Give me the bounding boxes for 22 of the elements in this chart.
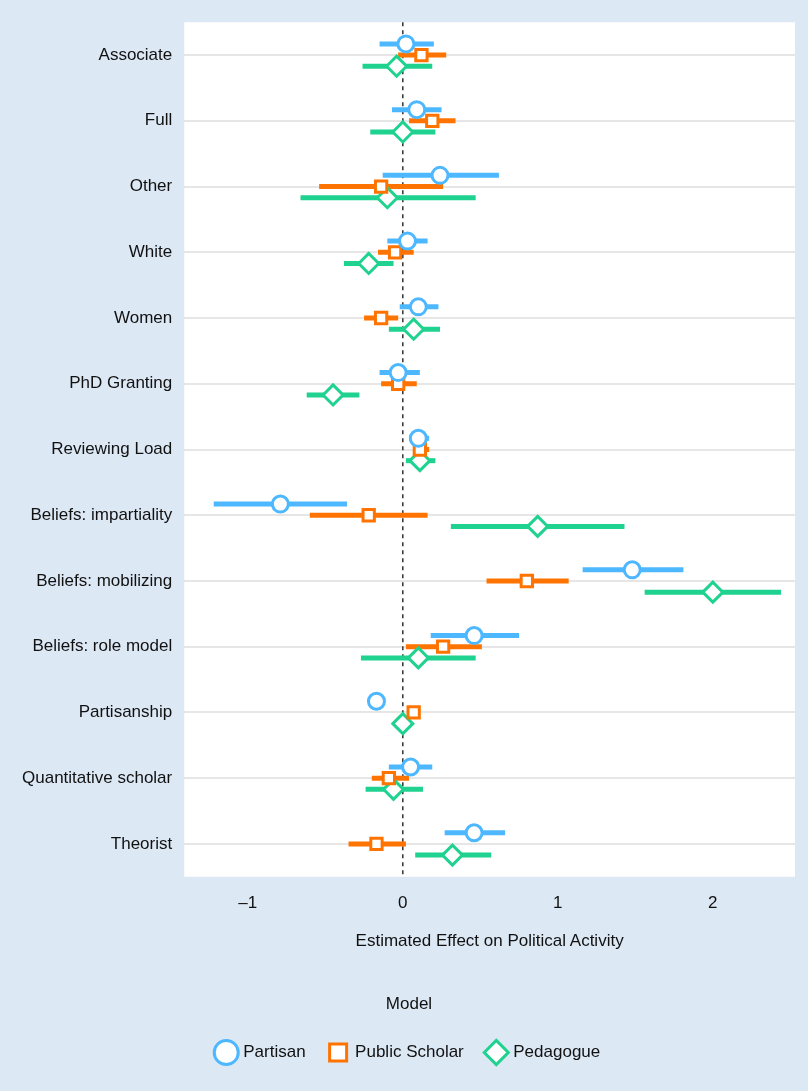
y-tick-label: Beliefs: role model [32, 636, 173, 656]
x-tick-label: 1 [553, 892, 563, 912]
x-axis-title: Estimated Effect on Political Activity [355, 931, 625, 951]
x-tick-label: 2 [708, 892, 718, 912]
y-tick-label: White [128, 241, 173, 261]
y-tick-label: PhD Granting [69, 373, 173, 393]
x-tick-label: –1 [238, 892, 258, 912]
y-tick-label: Theorist [110, 833, 173, 853]
y-tick-label: Women [113, 307, 173, 327]
y-tick-label: Quantitative scholar [21, 767, 173, 787]
legend-label: Partisan [243, 1042, 306, 1062]
legend-label: Pedagogue [513, 1042, 601, 1062]
x-tick-label: 0 [398, 892, 408, 912]
y-tick-label: Partisanship [78, 702, 173, 722]
y-tick-label: Beliefs: mobilizing [36, 570, 173, 590]
y-tick-label: Associate [98, 44, 173, 64]
legend-label: Public Scholar [355, 1042, 465, 1062]
y-tick-label: Full [144, 110, 173, 130]
legend-title: Model [385, 993, 433, 1013]
y-tick-label: Beliefs: impartiality [30, 504, 173, 524]
y-tick-label: Other [129, 176, 173, 196]
y-tick-label: Reviewing Load [51, 439, 173, 459]
